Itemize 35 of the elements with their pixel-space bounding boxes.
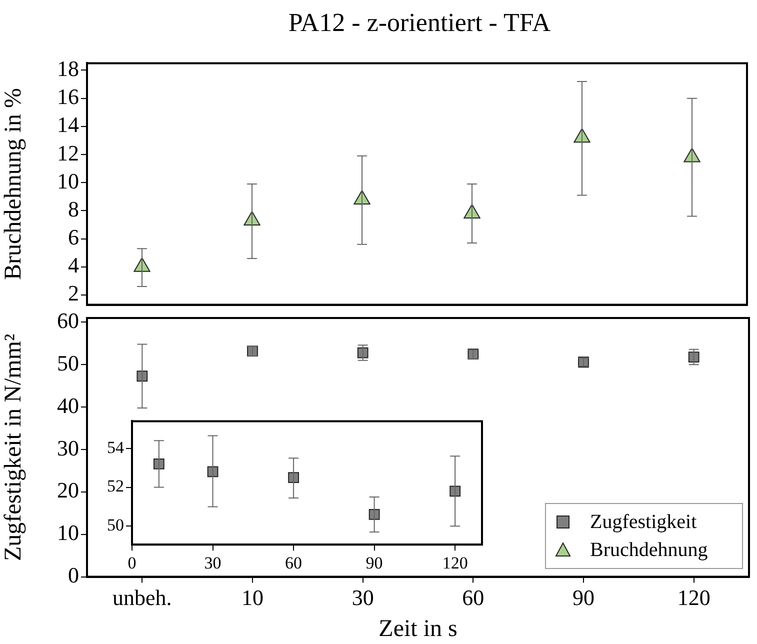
legend-label: Zugfestigkeit <box>590 510 697 535</box>
y-tick-label: 20 <box>57 478 79 503</box>
x-tick-label: 30 <box>352 584 374 610</box>
y-tick-label: 6 <box>68 224 79 250</box>
y-axis-title: Zugfestigkeit in N/mm² <box>0 334 27 561</box>
y-tick-label: 16 <box>57 84 79 110</box>
y-tick-label: 54 <box>107 438 124 457</box>
y-tick-label: 60 <box>57 308 79 334</box>
y-tick-label: 8 <box>68 196 79 222</box>
y-tick-label: 52 <box>107 476 124 496</box>
legend-label: Bruchdehnung <box>590 538 708 563</box>
y-tick-label: 10 <box>57 168 79 194</box>
x-tick-label: 0 <box>128 553 136 572</box>
x-tick-label: 120 <box>677 584 710 610</box>
x-tick-label: 60 <box>462 584 484 610</box>
x-tick-label: 90 <box>572 584 594 610</box>
y-tick-label: 4 <box>68 252 79 278</box>
y-tick-label: 50 <box>57 350 79 376</box>
x-tick-label: unbeh. <box>112 584 172 610</box>
x-tick-label: 30 <box>204 553 222 572</box>
y-tick-label: 50 <box>107 516 124 535</box>
x-tick-label: 90 <box>366 553 383 572</box>
y-tick-label: 12 <box>57 140 79 166</box>
y-tick-label: 18 <box>57 56 79 82</box>
x-axis-title: Zeit in s <box>378 616 458 642</box>
y-tick-label: 30 <box>57 435 79 460</box>
x-tick-label: 10 <box>242 584 264 610</box>
x-tick-label: 60 <box>285 553 302 572</box>
y-tick-label: 10 <box>57 520 79 546</box>
y-tick-label: 40 <box>57 392 79 418</box>
chart-title: PA12 - z-orientiert - TFA <box>287 8 552 38</box>
y-tick-label: 14 <box>57 112 79 138</box>
x-tick-label: 120 <box>442 553 468 572</box>
y-axis-title: Bruchdehnung in % <box>0 88 27 280</box>
y-tick-label: 2 <box>68 280 79 306</box>
